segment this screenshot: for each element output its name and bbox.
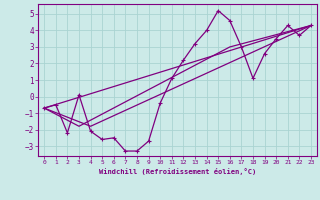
X-axis label: Windchill (Refroidissement éolien,°C): Windchill (Refroidissement éolien,°C) <box>99 168 256 175</box>
